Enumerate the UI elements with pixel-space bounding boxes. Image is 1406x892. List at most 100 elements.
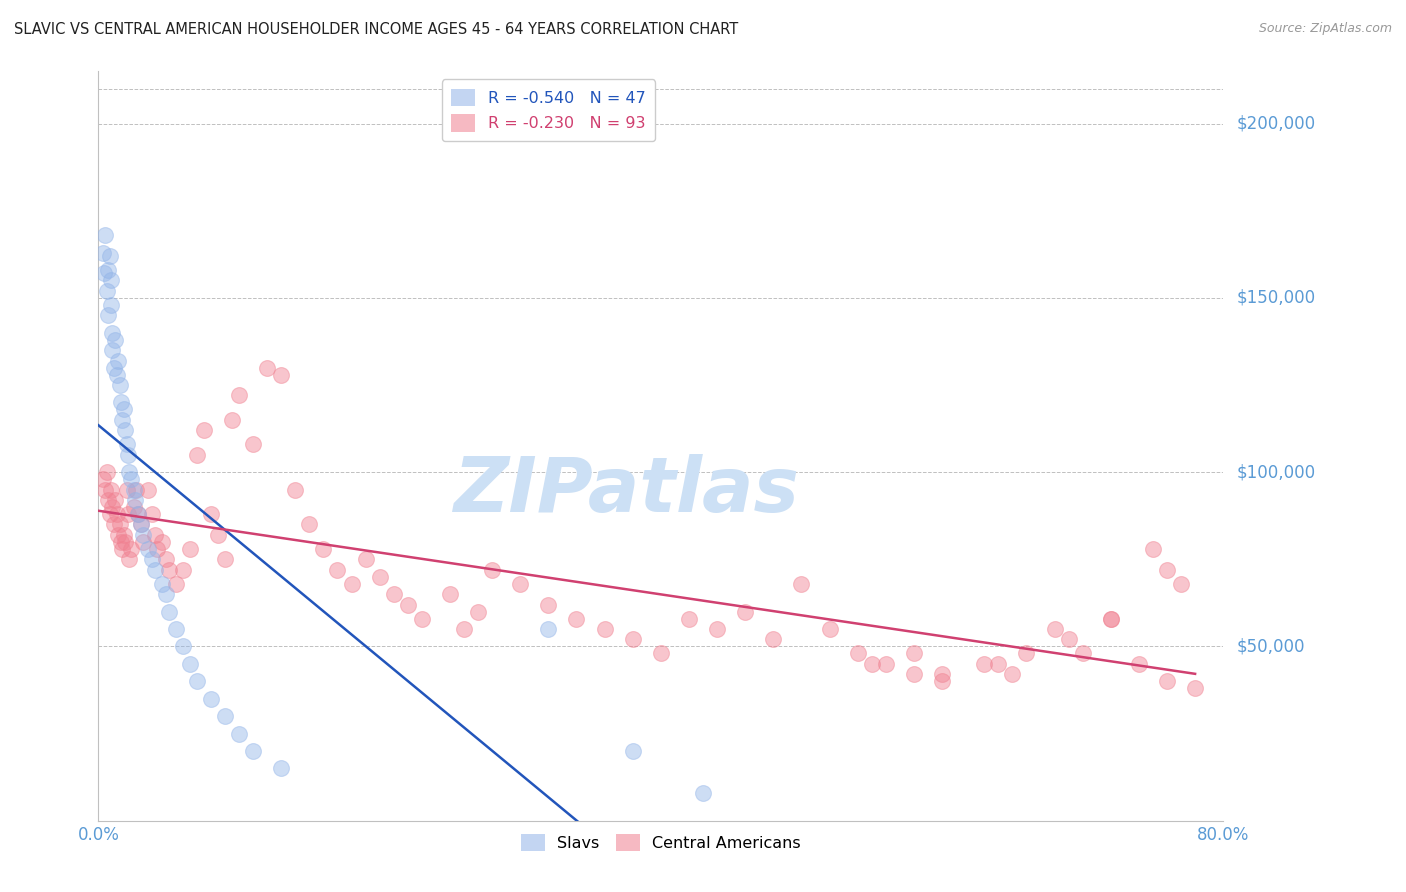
Point (1015, 646, 1038, 660)
Point (103, 517, 125, 532)
Point (115, 483, 138, 497)
Point (93, 267, 115, 281)
Point (903, 646, 925, 660)
Point (136, 541, 159, 556)
Point (242, 744, 264, 758)
Point (108, 378, 131, 392)
Point (1128, 657, 1150, 671)
Point (100, 483, 122, 497)
Point (186, 674, 208, 689)
Point (650, 646, 672, 660)
Point (382, 587, 405, 601)
Point (509, 576, 531, 591)
Point (678, 611, 700, 625)
Point (256, 360, 278, 375)
Point (621, 632, 644, 647)
Point (1156, 674, 1178, 689)
Point (98, 507, 121, 521)
Point (125, 483, 148, 497)
Point (105, 507, 128, 521)
Point (110, 534, 132, 549)
Point (132, 534, 155, 549)
Point (107, 353, 129, 368)
Point (1099, 611, 1122, 625)
Point (115, 437, 138, 451)
Point (270, 368, 292, 382)
Point (112, 402, 135, 417)
Point (101, 326, 124, 340)
Point (270, 761, 292, 775)
Point (129, 517, 152, 532)
Point (118, 552, 141, 566)
Point (565, 611, 588, 625)
Point (165, 622, 187, 636)
Point (143, 563, 166, 577)
Point (124, 493, 146, 508)
Point (127, 507, 149, 521)
Point (537, 622, 560, 636)
Point (101, 500, 124, 514)
Point (987, 657, 1010, 671)
Point (155, 587, 177, 601)
Point (221, 413, 243, 427)
Point (100, 273, 122, 287)
Point (104, 493, 127, 508)
Point (105, 368, 128, 382)
Point (207, 528, 229, 542)
Point (903, 667, 925, 681)
Point (101, 343, 124, 358)
Point (875, 657, 897, 671)
Point (860, 657, 883, 671)
Point (706, 622, 728, 636)
Point (186, 448, 208, 462)
Point (112, 528, 135, 542)
Text: ZIPatlas: ZIPatlas (454, 454, 800, 528)
Point (214, 552, 236, 566)
Point (104, 333, 127, 347)
Point (122, 483, 145, 497)
Point (146, 541, 169, 556)
Point (593, 622, 616, 636)
Point (396, 598, 419, 612)
Point (200, 507, 222, 521)
Point (111, 413, 134, 427)
Point (120, 541, 142, 556)
Point (931, 674, 953, 689)
Point (114, 423, 136, 437)
Point (91, 472, 114, 486)
Point (120, 472, 142, 486)
Point (122, 500, 145, 514)
Point (179, 541, 201, 556)
Point (1184, 681, 1206, 696)
Point (200, 691, 222, 706)
Point (298, 517, 321, 532)
Point (453, 622, 475, 636)
Point (846, 646, 869, 660)
Text: $100,000: $100,000 (1237, 463, 1316, 481)
Point (118, 465, 141, 479)
Point (790, 576, 813, 591)
Point (228, 388, 250, 402)
Point (242, 437, 264, 451)
Point (111, 541, 134, 556)
Point (97, 308, 120, 322)
Point (117, 448, 139, 462)
Point (150, 534, 173, 549)
Point (973, 657, 995, 671)
Point (141, 507, 163, 521)
Point (97, 493, 120, 508)
Point (94, 483, 117, 497)
Point (129, 517, 152, 532)
Text: SLAVIC VS CENTRAL AMERICAN HOUSEHOLDER INCOME AGES 45 - 64 YEARS CORRELATION CHA: SLAVIC VS CENTRAL AMERICAN HOUSEHOLDER I… (14, 22, 738, 37)
Point (100, 298, 122, 312)
Point (1001, 667, 1024, 681)
Point (155, 552, 177, 566)
Legend: Slavs, Central Americans: Slavs, Central Americans (515, 828, 807, 857)
Text: Source: ZipAtlas.com: Source: ZipAtlas.com (1258, 22, 1392, 36)
Text: $150,000: $150,000 (1237, 289, 1316, 307)
Point (931, 667, 953, 681)
Point (368, 570, 391, 584)
Point (1099, 611, 1122, 625)
Point (107, 528, 129, 542)
Point (98, 249, 121, 263)
